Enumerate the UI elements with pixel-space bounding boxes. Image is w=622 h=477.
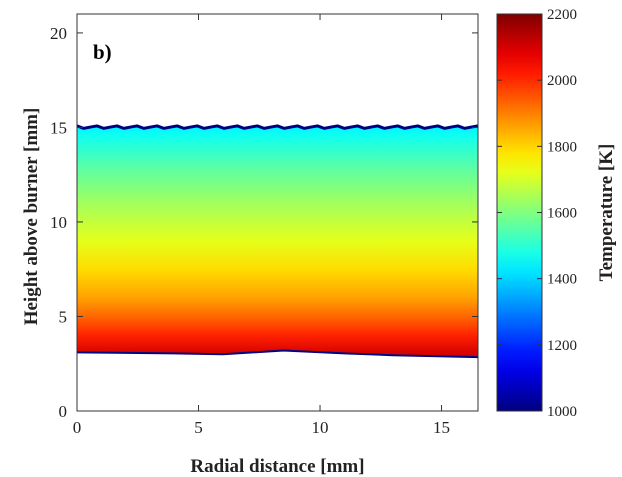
colorbar-tick-label: 1600: [547, 206, 577, 222]
temperature-field: [77, 127, 478, 358]
flame-bottom-boundary: [77, 349, 478, 359]
x-tick-label: 15: [433, 418, 450, 437]
x-tick-label: 5: [194, 418, 203, 437]
y-axis-title: Height above burner [mm]: [21, 108, 42, 326]
y-tick-label: 15: [50, 118, 67, 137]
colorbar-tick-label: 1400: [547, 272, 577, 288]
flame-top-boundary: [77, 124, 478, 130]
y-tick-label: 10: [50, 213, 67, 232]
plot-area: 0 5 10 15 0 5 10 15 20 b): [50, 13, 479, 437]
colorbar-ticks: 1000 1200 1400 1600 1800 2000 2200: [497, 7, 577, 420]
colorbar: 1000 1200 1400 1600 1800 2000 2200 Temperature…: [496, 7, 617, 420]
panel-label: b): [93, 40, 112, 64]
colorbar-title: Temperature [K]: [596, 144, 617, 282]
plot-frame: [76, 13, 479, 412]
colorbar-tick-label: 2000: [547, 73, 577, 89]
x-axis-title: Radial distance [mm]: [190, 456, 364, 477]
y-tick-label: 0: [59, 402, 68, 421]
x-tick-label: 10: [312, 418, 329, 437]
colorbar-tick-label: 1800: [547, 139, 577, 155]
y-tick-label: 20: [50, 24, 67, 43]
colorbar-gradient: [496, 13, 543, 412]
x-tick-label: 0: [73, 418, 82, 437]
x-axis: 0 5 10 15: [73, 14, 450, 437]
y-axis: 0 5 10 15 20: [50, 24, 478, 421]
y-tick-label: 5: [59, 307, 68, 326]
colorbar-tick-label: 1000: [547, 404, 577, 420]
colorbar-tick-label: 2200: [547, 7, 577, 23]
colorbar-tick-label: 1200: [547, 338, 577, 354]
